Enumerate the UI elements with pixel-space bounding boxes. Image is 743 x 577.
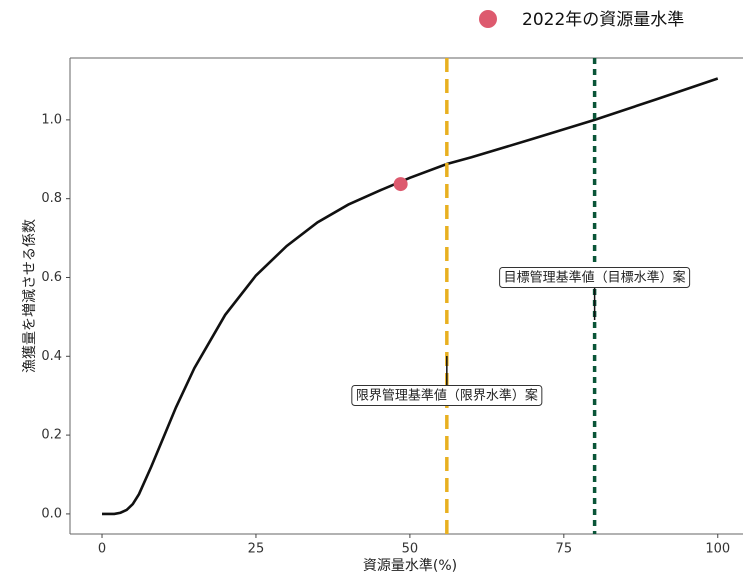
x-tick-label: 100 xyxy=(705,542,730,557)
y-tick-label: 1.0 xyxy=(41,112,62,127)
curve xyxy=(102,77,719,516)
y-tick-label: 0.6 xyxy=(41,270,62,285)
annotation-label: 目標管理基準値（目標水準）案 xyxy=(504,270,686,286)
annotation-label: 限界管理基準値（限界水準）案 xyxy=(356,388,538,404)
y-tick-label: 0.2 xyxy=(41,428,62,443)
legend-label: 2022年の資源量水準 xyxy=(522,10,684,30)
x-tick-label: 50 xyxy=(402,542,419,557)
y-tick-label: 0.4 xyxy=(41,349,62,364)
x-tick-label: 0 xyxy=(98,542,106,557)
y-tick-label: 0.8 xyxy=(41,191,62,206)
point xyxy=(393,177,408,192)
annotation-box xyxy=(351,385,543,406)
y-tick-label: 0.0 xyxy=(41,506,62,521)
legend-marker xyxy=(479,10,497,28)
y-axis-label: 漁獲量を増減させる係数 xyxy=(21,219,38,373)
annotation-box xyxy=(499,267,691,288)
x-axis-label: 資源量水準(%) xyxy=(363,558,457,574)
x-tick-label: 25 xyxy=(248,542,265,557)
x-tick-label: 75 xyxy=(556,542,573,557)
